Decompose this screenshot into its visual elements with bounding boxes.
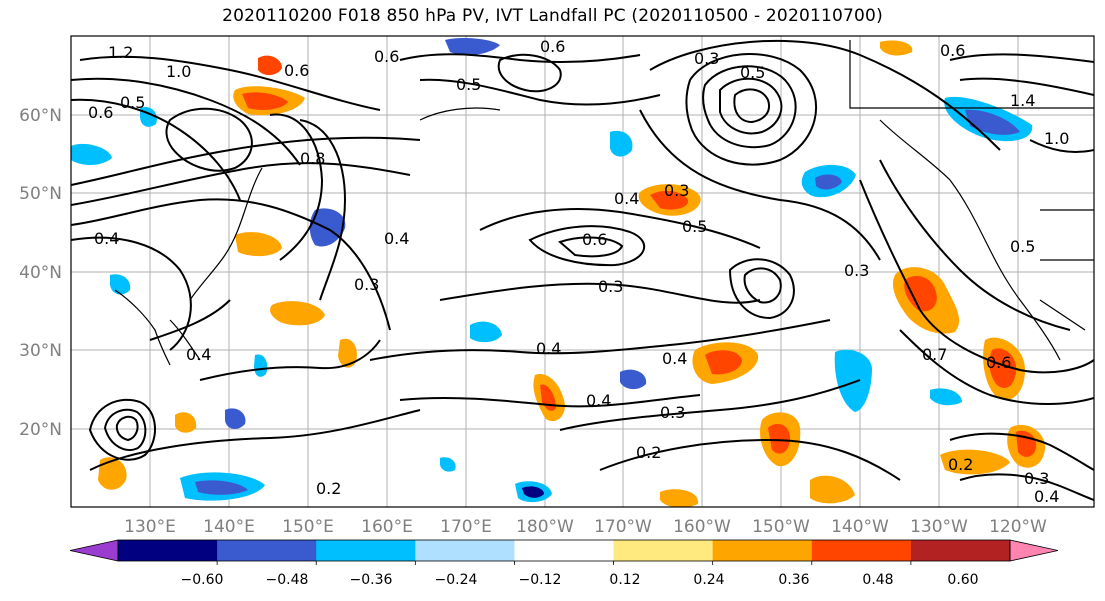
contour-label: 0.2 (636, 443, 661, 462)
lon-label: 120°W (989, 517, 1047, 537)
contour-label: 0.6 (284, 61, 309, 80)
contour-label: 0.6 (940, 41, 965, 60)
lon-label: 160°W (673, 517, 731, 537)
colorbar-segment (415, 540, 515, 561)
contour-label: 0.8 (300, 149, 325, 168)
lon-label: 170°W (594, 517, 652, 537)
contour-label: 0.5 (682, 217, 707, 236)
contour-label: 0.4 (662, 349, 687, 368)
colorbar (69, 539, 1059, 565)
lat-label: 40°N (19, 263, 62, 283)
contour-label: 0.5 (1010, 237, 1035, 256)
colorbar-tick-label: −0.36 (350, 572, 393, 588)
contour-label: 0.4 (586, 391, 611, 410)
colorbar-segment (712, 540, 813, 561)
contour-label: 0.4 (384, 229, 409, 248)
contour-label: 0.4 (186, 345, 211, 364)
colorbar-tick-label: 0.60 (947, 572, 978, 588)
colorbar-extend-min (69, 539, 119, 562)
lon-label: 150°E (282, 517, 334, 537)
lat-label: 20°N (19, 420, 62, 440)
lon-label: 130°W (910, 517, 968, 537)
longitude-labels: 130°E 140°E 150°E 160°E 170°E 180°W 170°… (124, 517, 1047, 537)
contour-label: 0.3 (1024, 469, 1049, 488)
colorbar-segment (613, 540, 714, 561)
colorbar-segment (118, 540, 218, 561)
colorbar-segment (217, 540, 317, 561)
contour-label: 1.4 (1010, 91, 1035, 110)
map-gridlines (71, 36, 1094, 507)
lon-label: 170°E (440, 517, 492, 537)
contour-label: 1.2 (108, 43, 133, 62)
colorbar-tick-label: −0.24 (435, 572, 478, 588)
contour-label: 0.4 (94, 229, 119, 248)
map-content: 1.2 1.0 0.6 0.5 0.6 0.3 0.5 0.6 1.0 0.4 … (71, 36, 1094, 507)
contour-label: 0.4 (1034, 487, 1059, 506)
colorbar-segment (316, 540, 416, 561)
colorbar-tick-label: 0.48 (862, 572, 893, 588)
lat-label: 30°N (19, 341, 62, 361)
lon-label: 130°E (124, 517, 176, 537)
colorbar-segment (514, 540, 615, 561)
colorbar-frame (117, 539, 1011, 562)
contour-label: 0.5 (740, 63, 765, 82)
contour-label: 0.3 (660, 403, 685, 422)
coastlines (114, 40, 1094, 366)
contour-label: 0.3 (694, 49, 719, 68)
colorbar-labels: −0.60 −0.48 −0.36 −0.24 −0.12 0.12 0.24 … (181, 572, 979, 588)
contour-label: 0.6 (582, 230, 607, 249)
colorbar-tick-label: 0.36 (778, 572, 809, 588)
contour-labels: 1.2 1.0 0.6 0.5 0.6 0.3 0.5 0.6 1.0 0.4 … (88, 37, 1069, 506)
colorbar-segment (811, 540, 912, 561)
contour-label: 0.5 (456, 75, 481, 94)
map-frame (70, 35, 1095, 508)
contour-label: 1.0 (166, 62, 191, 81)
contour-label: 0.3 (664, 181, 689, 200)
colorbar-tick-label: −0.60 (181, 572, 224, 588)
colorbar-extend-max (1009, 539, 1059, 562)
colorbar-segment (910, 540, 1011, 561)
contour-label: 1.0 (1044, 129, 1069, 148)
contour-label: 0.3 (598, 277, 623, 296)
lon-label: 180°W (516, 517, 574, 537)
contour-label: 0.7 (922, 345, 947, 364)
colorbar-tick-label: 0.24 (693, 572, 724, 588)
lon-label: 140°E (203, 517, 255, 537)
lon-label: 160°E (361, 517, 413, 537)
lat-label: 50°N (19, 184, 62, 204)
contour-label: 0.4 (536, 339, 561, 358)
contour-label: 0.3 (354, 275, 379, 294)
colorbar-tick-label: −0.48 (266, 572, 309, 588)
pv-contours (71, 39, 1094, 501)
contour-label: 0.6 (986, 353, 1011, 372)
colorbar-tick-label: 0.12 (609, 572, 640, 588)
lon-label: 140°W (831, 517, 889, 537)
colorbar-tick-label: −0.12 (519, 572, 562, 588)
contour-label: 0.5 (120, 93, 145, 112)
lat-label: 60°N (19, 106, 62, 126)
contour-label: 0.6 (88, 103, 113, 122)
latitude-labels: 60°N 50°N 40°N 30°N 20°N (19, 106, 62, 440)
contour-label: 0.6 (540, 37, 565, 56)
lon-label: 150°W (752, 517, 810, 537)
page-title: 2020110200 F018 850 hPa PV, IVT Landfall… (222, 6, 883, 26)
contour-label: 0.4 (614, 189, 639, 208)
contour-label: 0.6 (374, 47, 399, 66)
contour-label: 0.2 (948, 455, 973, 474)
contour-label: 0.3 (844, 261, 869, 280)
contour-label: 0.2 (316, 479, 341, 498)
